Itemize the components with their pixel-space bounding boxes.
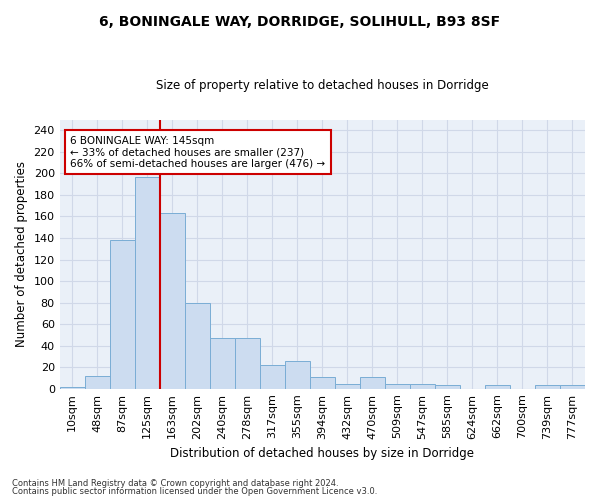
Bar (85, 376, 110, 388)
Text: 6 BONINGALE WAY: 145sqm
← 33% of detached houses are smaller (237)
66% of semi-d: 6 BONINGALE WAY: 145sqm ← 33% of detache… (70, 136, 325, 169)
Bar (59, 386, 85, 388)
Bar (535, 386, 560, 388)
Bar (435, 386, 460, 388)
X-axis label: Distribution of detached houses by size in Dorridge: Distribution of detached houses by size … (170, 447, 475, 460)
Text: Contains public sector information licensed under the Open Government Licence v3: Contains public sector information licen… (12, 487, 377, 496)
Title: Size of property relative to detached houses in Dorridge: Size of property relative to detached ho… (156, 79, 489, 92)
Bar (310, 377, 335, 388)
Bar (185, 302, 210, 388)
Bar (260, 365, 285, 388)
Bar (360, 377, 385, 388)
Bar (485, 386, 510, 388)
Bar (110, 240, 135, 388)
Bar (410, 384, 435, 388)
Bar (160, 213, 185, 388)
Bar (285, 360, 310, 388)
Bar (560, 386, 585, 388)
Bar (335, 384, 360, 388)
Bar (210, 338, 235, 388)
Text: Contains HM Land Registry data © Crown copyright and database right 2024.: Contains HM Land Registry data © Crown c… (12, 478, 338, 488)
Y-axis label: Number of detached properties: Number of detached properties (15, 161, 28, 347)
Bar (135, 176, 160, 388)
Text: 6, BONINGALE WAY, DORRIDGE, SOLIHULL, B93 8SF: 6, BONINGALE WAY, DORRIDGE, SOLIHULL, B9… (100, 15, 500, 29)
Bar (235, 338, 260, 388)
Bar (385, 384, 410, 388)
